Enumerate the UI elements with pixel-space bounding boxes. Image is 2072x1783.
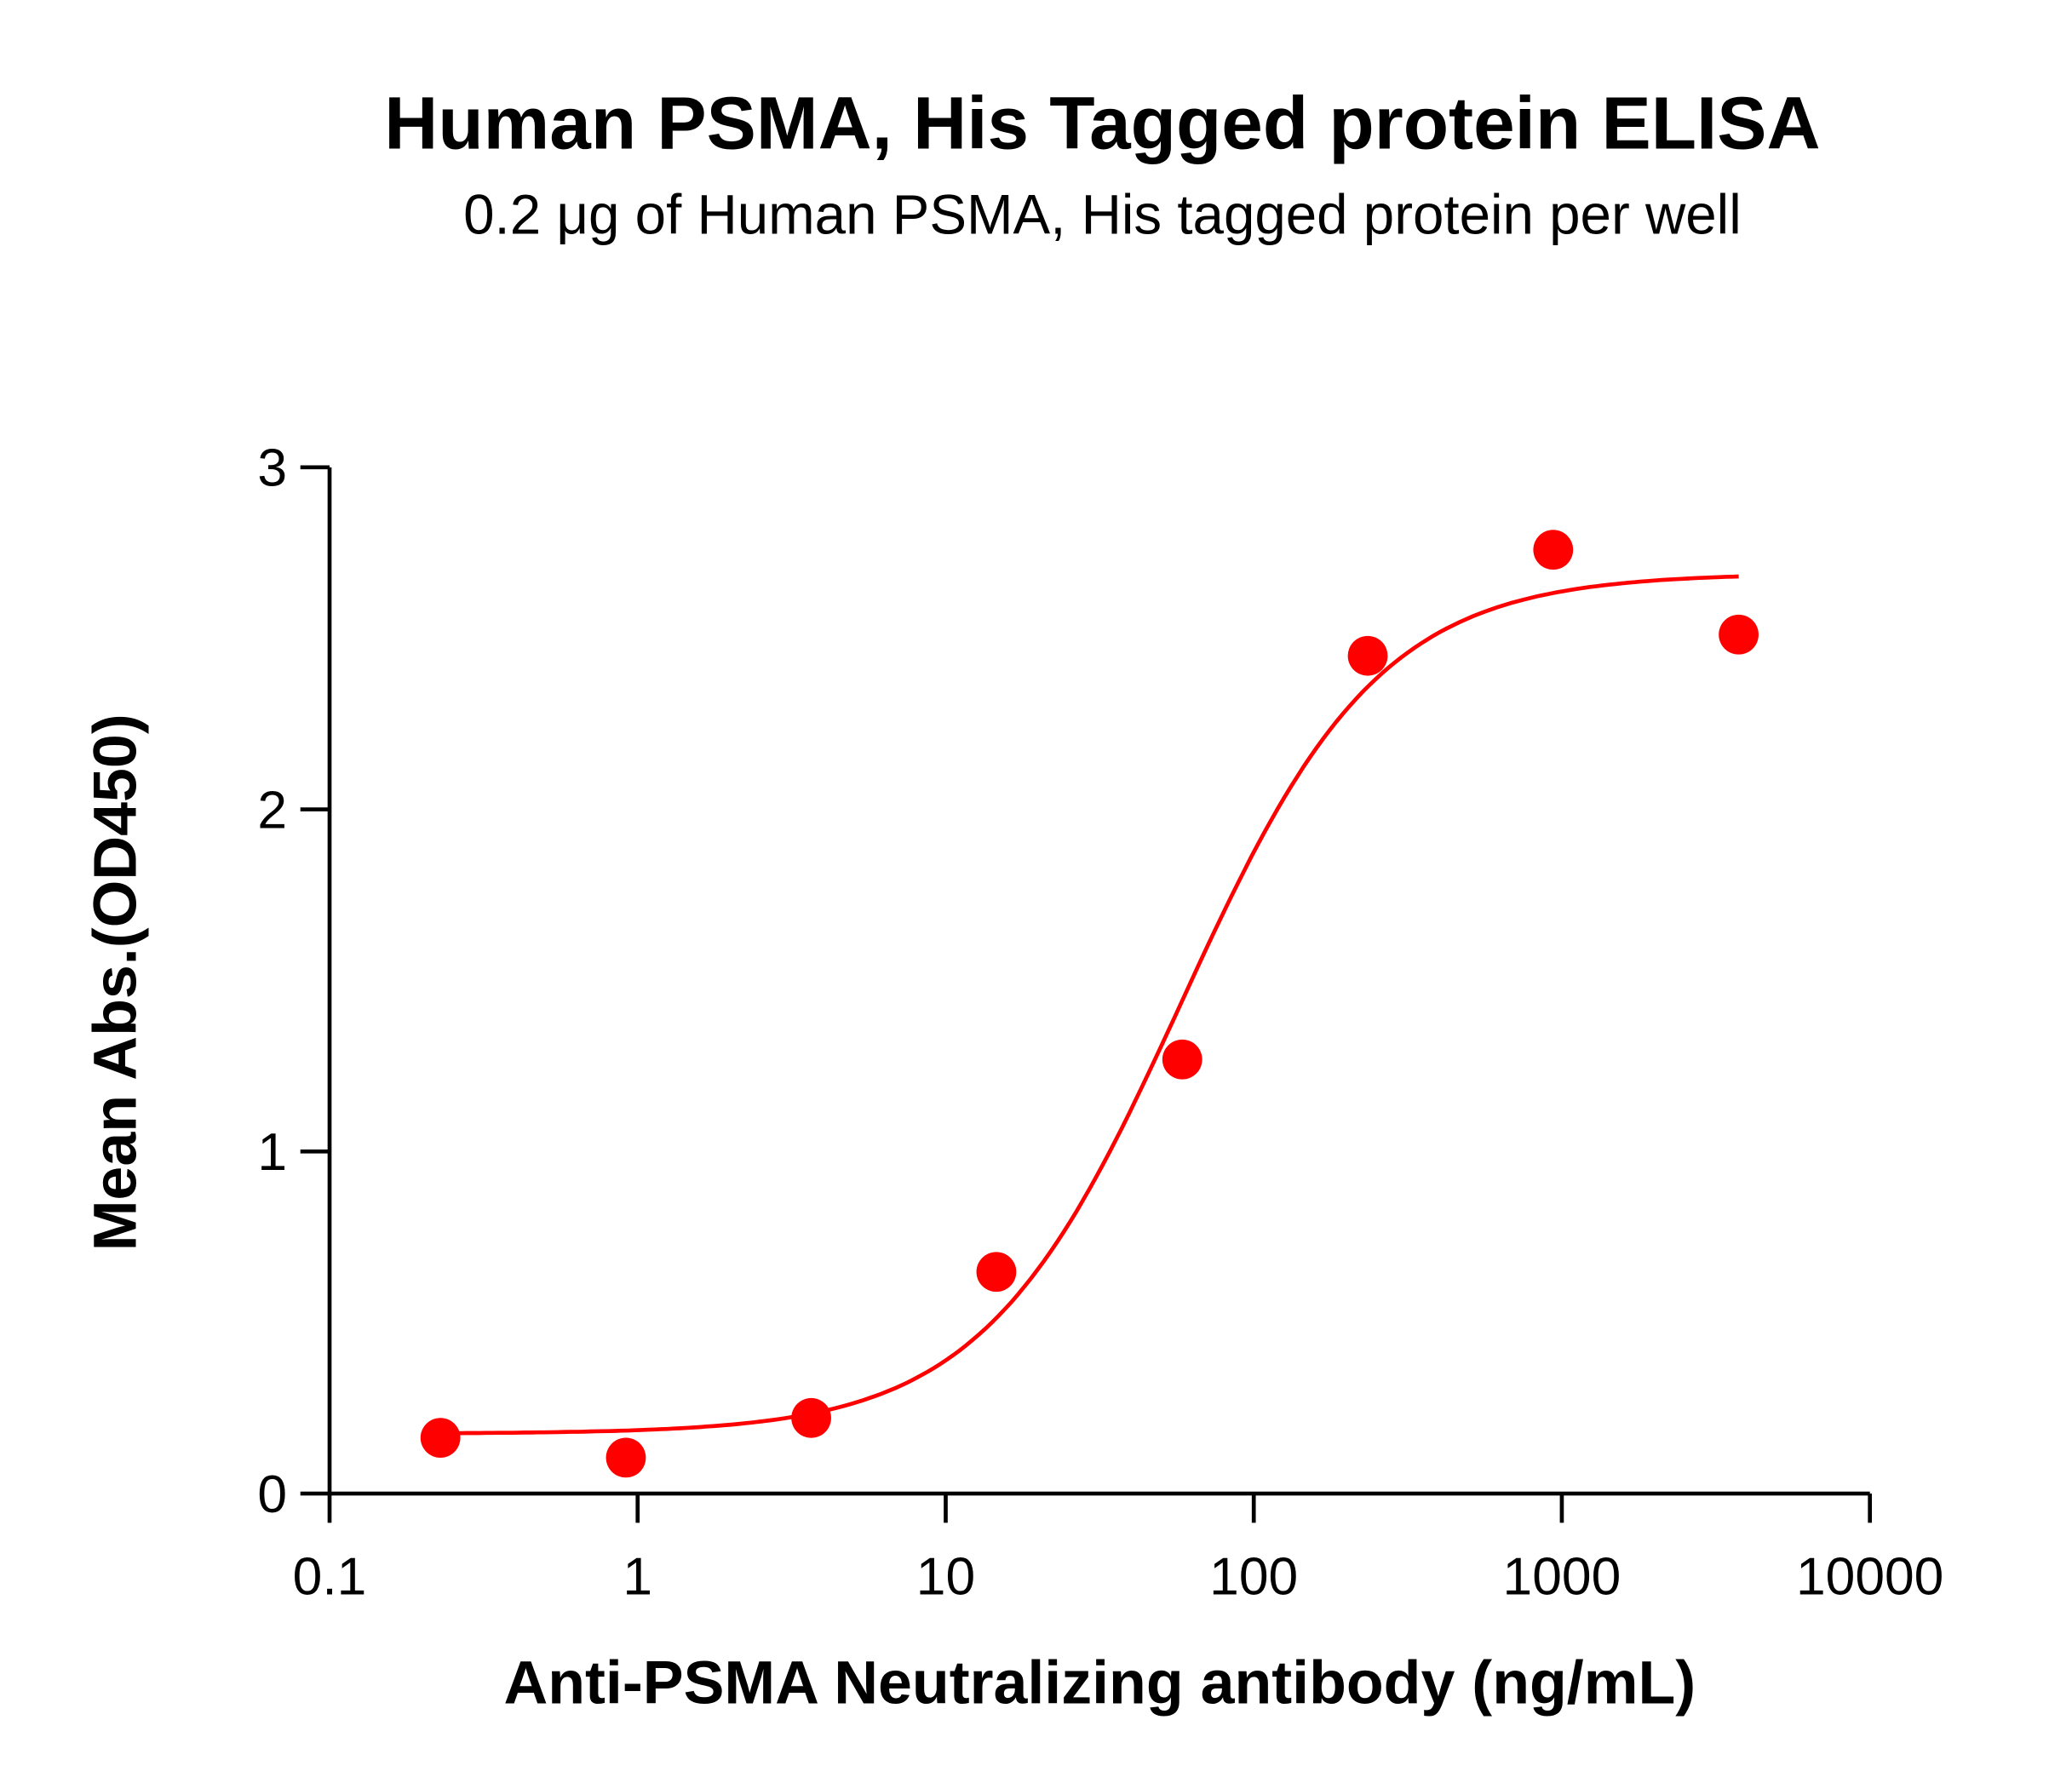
chart-subtitle: 0.2 μg of Human PSMA, His tagged protein… <box>463 183 1742 245</box>
x-tick-label: 1000 <box>1503 1548 1621 1607</box>
data-point <box>1533 530 1574 570</box>
data-point <box>1347 635 1388 676</box>
y-axis-label: Mean Abs.(OD450) <box>81 714 149 1251</box>
data-point <box>420 1418 461 1458</box>
y-tick-label: 1 <box>257 1123 287 1182</box>
x-tick-label: 10 <box>916 1548 975 1607</box>
chart-title: Human PSMA, His Tagged protein ELISA <box>384 82 1820 165</box>
x-tick-label: 100 <box>1209 1548 1298 1607</box>
data-point <box>791 1397 831 1438</box>
fit-curve <box>440 574 1739 1436</box>
y-tick-label: 0 <box>257 1465 287 1524</box>
x-tick-label: 0.1 <box>293 1548 367 1607</box>
data-point <box>606 1437 646 1478</box>
data-point <box>976 1252 1017 1293</box>
x-tick-label: 1 <box>623 1548 652 1607</box>
x-axis-label: Anti-PSMA Neutralizing antibody (ng/mL) <box>503 1648 1696 1717</box>
data-point <box>1719 614 1759 655</box>
axes <box>300 465 1873 1523</box>
data-points <box>420 530 1759 1478</box>
tick-labels: 0.1 1 10 100 1000 10000 0 1 2 3 <box>257 439 1943 1607</box>
x-tick-label: 10000 <box>1796 1548 1943 1607</box>
data-point <box>1162 1039 1202 1080</box>
y-tick-label: 3 <box>257 439 287 498</box>
y-tick-label: 2 <box>257 781 287 840</box>
